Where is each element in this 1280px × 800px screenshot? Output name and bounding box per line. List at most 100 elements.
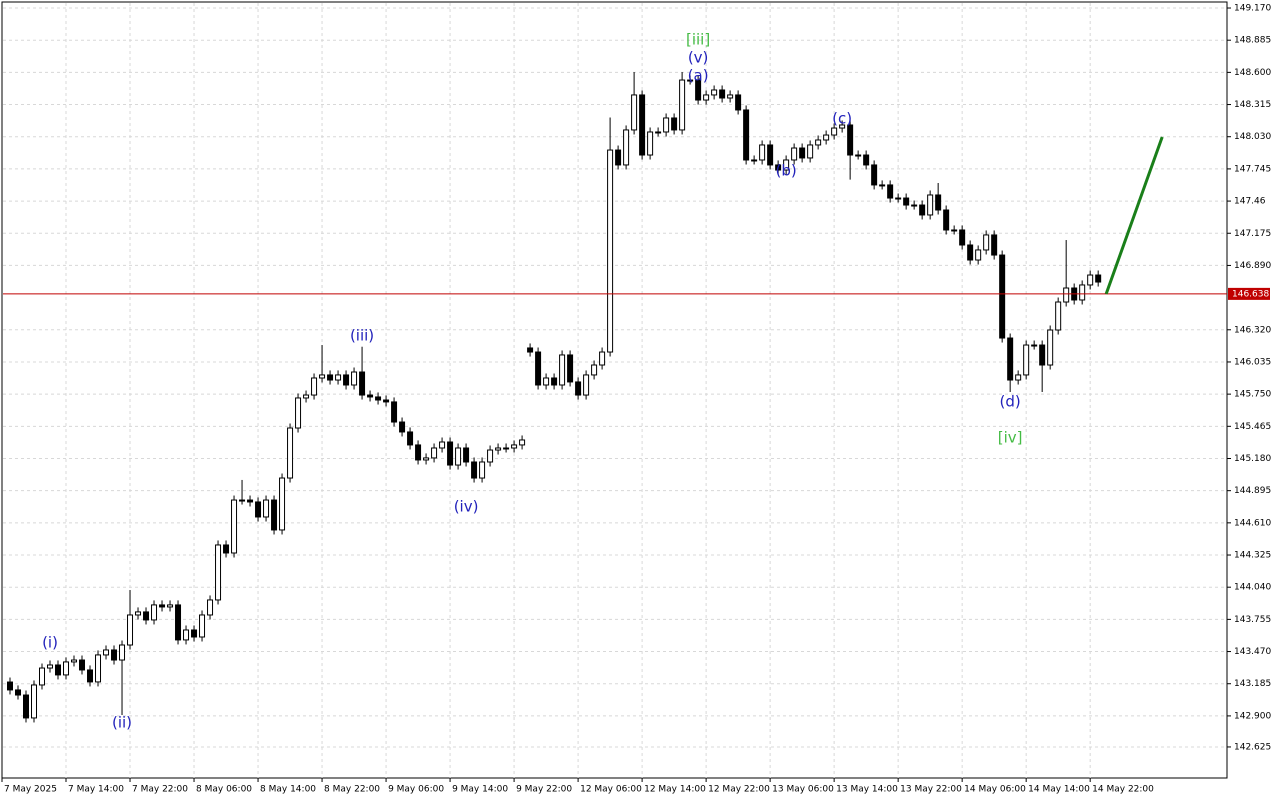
plot-frame <box>1 1 1228 779</box>
candle-body <box>143 611 150 621</box>
candle-body <box>511 444 518 449</box>
y-tick-label: 146.035 <box>1234 357 1271 367</box>
candle-body <box>327 374 334 381</box>
y-tick-label: 144.325 <box>1234 551 1271 561</box>
x-tick-label: 7 May 22:00 <box>132 785 188 795</box>
candle-body <box>1031 344 1038 347</box>
candle-body <box>455 447 462 466</box>
candle-body <box>255 501 262 518</box>
y-tick-label: 148.600 <box>1234 68 1271 78</box>
candle-body <box>799 147 806 159</box>
x-tick-label: 7 May 14:00 <box>68 785 124 795</box>
candle-body <box>807 144 814 159</box>
candle-body <box>311 377 318 396</box>
wave-label: (i) <box>42 633 58 651</box>
candle-body <box>23 694 30 719</box>
candle-body <box>679 79 686 131</box>
candle-body <box>519 439 526 446</box>
candle-body <box>599 351 606 366</box>
candle-body <box>175 604 182 641</box>
candle-body <box>415 444 422 461</box>
candle-body <box>663 117 670 133</box>
candle-body <box>575 381 582 396</box>
candle-body <box>983 234 990 251</box>
candle-body <box>151 604 158 621</box>
candle-body <box>119 644 126 661</box>
candle-body <box>471 461 478 479</box>
candle-body <box>319 374 326 379</box>
candle-body <box>391 401 398 423</box>
y-tick-label: 147.745 <box>1234 164 1271 174</box>
candle-body <box>463 447 470 463</box>
wave-label: (b) <box>776 162 797 180</box>
candle-body <box>47 664 54 669</box>
y-tick-label: 145.750 <box>1234 390 1271 400</box>
candle-body <box>167 604 174 608</box>
candle-body <box>39 667 46 686</box>
candle-body <box>1095 274 1102 283</box>
y-tick-label: 144.895 <box>1234 486 1271 496</box>
candle-body <box>159 604 166 608</box>
candle-body <box>399 421 406 433</box>
candle-body <box>199 614 206 638</box>
candle-body <box>1023 344 1030 376</box>
candle-body <box>359 371 366 396</box>
candle-body <box>639 94 646 156</box>
candle-body <box>1055 301 1062 331</box>
candle-body <box>303 394 310 399</box>
candle-body <box>535 351 542 386</box>
wave-label: (a) <box>688 66 709 84</box>
candle-body <box>71 659 78 663</box>
candle-body <box>703 94 710 101</box>
y-tick-label: 144.610 <box>1234 518 1271 528</box>
candle-body <box>447 441 454 466</box>
candle-body <box>191 629 198 638</box>
x-tick-label: 12 May 14:00 <box>644 785 706 795</box>
candle-body <box>335 374 342 381</box>
y-tick-label: 146.320 <box>1234 325 1271 335</box>
candle-body <box>783 159 790 171</box>
y-tick-label: 149.170 <box>1234 4 1271 14</box>
candle-body <box>775 164 782 171</box>
candle-body <box>815 139 822 146</box>
candle-body <box>847 124 854 156</box>
candle-body <box>487 449 494 463</box>
candle-body <box>583 374 590 396</box>
candle-body <box>607 149 614 353</box>
x-tick-label: 8 May 14:00 <box>260 785 316 795</box>
wave-label: [iv] <box>998 428 1023 446</box>
y-tick-label: 145.465 <box>1234 422 1271 432</box>
candle-body <box>839 124 846 129</box>
candle-body <box>631 94 638 131</box>
x-tick-label: 9 May 06:00 <box>388 785 444 795</box>
candle-body <box>271 499 278 531</box>
candle-body <box>1079 284 1086 301</box>
candle-body <box>671 117 678 131</box>
candle-body <box>935 194 942 211</box>
candle-body <box>1087 274 1094 286</box>
candle-body <box>551 377 558 386</box>
wave-label: (c) <box>832 109 852 127</box>
forecast-line <box>1104 136 1164 295</box>
x-tick-label: 13 May 06:00 <box>772 785 834 795</box>
candle-body <box>1007 337 1014 381</box>
x-tick-label: 14 May 06:00 <box>964 785 1026 795</box>
candle-body <box>7 681 14 691</box>
candle-body <box>111 649 118 661</box>
candle-body <box>695 79 702 101</box>
x-tick-label: 9 May 14:00 <box>452 785 508 795</box>
x-tick-label: 14 May 22:00 <box>1092 785 1154 795</box>
candle-body <box>295 397 302 429</box>
candle-body <box>855 154 862 157</box>
candle-body <box>79 659 86 671</box>
candle-body <box>287 427 294 479</box>
candle-body <box>655 131 662 134</box>
wave-label: (iv) <box>454 497 479 515</box>
candle-body <box>135 611 142 616</box>
candle-body <box>863 154 870 166</box>
candle-body <box>407 431 414 446</box>
y-tick-label: 148.030 <box>1234 132 1271 142</box>
candle-body <box>559 354 566 386</box>
candle-body <box>887 184 894 199</box>
